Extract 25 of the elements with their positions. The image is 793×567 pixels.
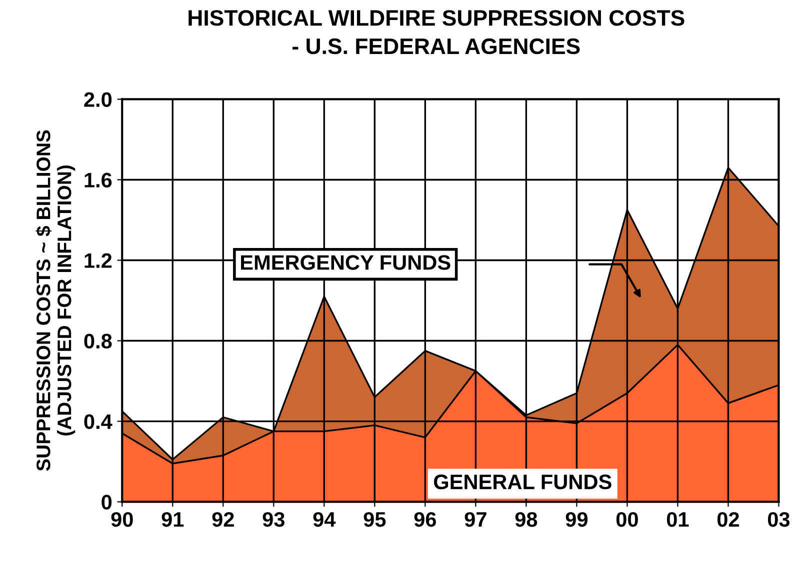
y-tick-label: 1.2 [84, 253, 112, 268]
x-tick-label: 99 [566, 512, 588, 527]
x-tick-label: 93 [262, 512, 284, 527]
y-tick-label: 0.8 [84, 334, 112, 349]
x-tick-label: 97 [464, 512, 486, 527]
chart-subtitle: - U.S. FEDERAL AGENCIES [292, 38, 580, 54]
x-tick-label: 03 [768, 512, 790, 527]
x-tick-label: 94 [313, 512, 336, 527]
y-tick-label: 2.0 [84, 92, 112, 107]
x-tick-label: 90 [111, 512, 133, 527]
x-tick-label: 91 [162, 512, 184, 527]
series-label: EMERGENCY FUNDS [241, 255, 450, 270]
x-tick-label: 01 [666, 512, 689, 527]
chart-title: HISTORICAL WILDFIRE SUPPRESSION COSTS [188, 10, 684, 26]
y-axis-title: SUPPRESSION COSTS ~ $ BILLIONS (ADJUSTED FOR INFLATION) [36, 130, 76, 471]
series-label: GENERAL FUNDS [434, 474, 612, 490]
y-tick-label: 0 [102, 494, 112, 510]
x-tick-label: 96 [414, 512, 436, 527]
x-tick-label: 92 [212, 512, 234, 527]
x-tick-label: 00 [616, 512, 638, 527]
y-tick-label: 0.4 [84, 414, 112, 430]
y-tick-label: 1.6 [84, 172, 112, 188]
x-tick-label: 02 [717, 512, 739, 527]
x-tick-label: 98 [515, 512, 538, 527]
x-tick-label: 95 [364, 512, 386, 527]
